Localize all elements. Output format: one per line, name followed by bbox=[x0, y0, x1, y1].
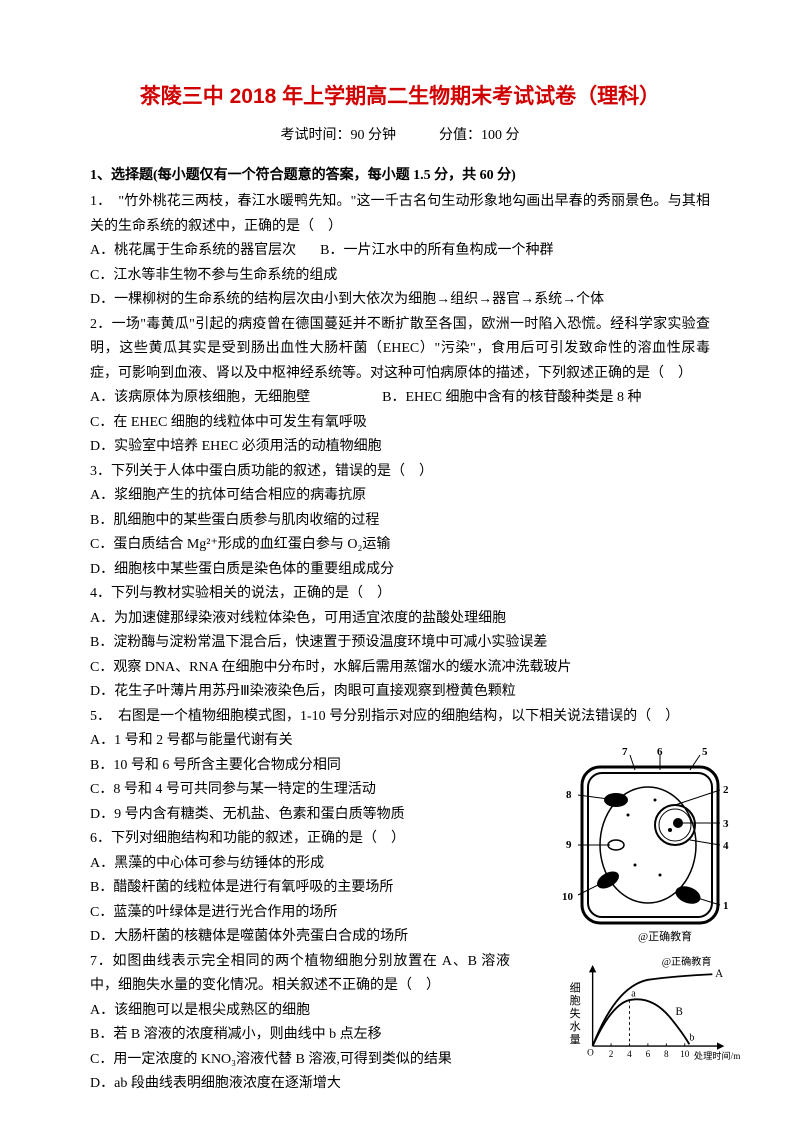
q7-opt-b: B．若 B 溶液的浓度稍减小，则曲线中 b 点左移 bbox=[90, 1023, 510, 1048]
q7-opt-c: C．用一定浓度的 KNO₃溶液代替 B 溶液,可得到类似的结果 bbox=[90, 1048, 510, 1073]
q7-block: 7．如图曲线表示完全相同的两个植物细胞分别放置在 A、B 溶液中，细胞失水量的变… bbox=[90, 950, 710, 1097]
q5-opt-b: B．10 号和 6 号所含主要化合物成分相同 bbox=[90, 754, 490, 779]
exam-title: 茶陵三中 2018 年上学期高二生物期末考试试卷（理科） bbox=[90, 80, 710, 110]
cell-label-10: 10 bbox=[562, 891, 574, 903]
watermark-1: @正确教育 bbox=[638, 929, 692, 943]
q3-opt-a: A．浆细胞产生的抗体可结合相应的病毒抗原 bbox=[90, 484, 710, 509]
q2-options-row1: A．该病原体为原核细胞，无细胞壁 B．EHEC 细胞中含有的核苷酸种类是 8 种 bbox=[90, 386, 710, 411]
q4-opt-c: C．观察 DNA、RNA 在细胞中分布时，水解后需用蒸馏水的缓水流冲洗载玻片 bbox=[90, 656, 710, 681]
q5-opt-a: A．1 号和 2 号都与能量代谢有关 bbox=[90, 729, 490, 754]
question-5: 5． 右图是一个植物细胞模式图，1-10 号分别指示对应的细胞结构，以下相关说法… bbox=[90, 705, 710, 730]
section-header: 1、选择题(每小题仅有一个符合题意的答案，每小题 1.5 分，共 60 分) bbox=[90, 164, 710, 184]
q2-opt-c: C．在 EHEC 细胞的线粒体中可发生有氧呼吸 bbox=[90, 411, 710, 436]
q2-opt-b: B．EHEC 细胞中含有的核苷酸种类是 8 种 bbox=[382, 386, 641, 411]
question-6: 6．下列对细胞结构和功能的叙述，正确的是（ ） bbox=[90, 827, 490, 852]
cell-label-4: 4 bbox=[723, 840, 729, 852]
cell-label-3: 3 bbox=[723, 818, 729, 830]
q6-opt-a: A．黑藻的中心体可参与纺锤体的形成 bbox=[90, 852, 490, 877]
cell-label-9: 9 bbox=[566, 839, 572, 851]
q5-opt-d: D．9 号内含有糖类、无机盐、色素和蛋白质等物质 bbox=[90, 803, 490, 828]
q4-opt-a: A．为加速健那绿染液对线粒体染色，可用适宜浓度的盐酸处理细胞 bbox=[90, 607, 710, 632]
watermark-2: @正确教育 bbox=[662, 955, 712, 968]
xtick-6: 6 bbox=[646, 1049, 651, 1059]
xtick-4: 4 bbox=[627, 1049, 632, 1059]
question-1: 1． "竹外桃花三两枝，春江水暖鸭先知。"这一千古名句生动形象地勾画出早春的秀丽… bbox=[90, 190, 710, 239]
q7-opt-a: A．该细胞可以是根尖成熟区的细胞 bbox=[90, 999, 510, 1024]
q2-opt-a: A．该病原体为原核细胞，无细胞壁 bbox=[90, 386, 310, 411]
chart-ylabel: 细胞失水量 bbox=[568, 981, 581, 1046]
xtick-2: 2 bbox=[609, 1049, 614, 1059]
point-b: b bbox=[689, 1032, 694, 1043]
q1-opt-b: B．一片江水中的所有鱼构成一个种群 bbox=[320, 239, 553, 264]
q4-opt-b: B．淀粉酶与淀粉常温下混合后，快速置于预设温度环境中可减小实验误差 bbox=[90, 631, 710, 656]
q6-opt-c: C．蓝藻的叶绿体是进行光合作用的场所 bbox=[90, 901, 490, 926]
q5-q6-block: 5． 右图是一个植物细胞模式图，1-10 号分别指示对应的细胞结构，以下相关说法… bbox=[90, 705, 710, 950]
cell-label-2: 2 bbox=[723, 784, 729, 796]
question-4: 4．下列与教材实验相关的说法，正确的是（ ） bbox=[90, 582, 710, 607]
curve-B: B bbox=[676, 1005, 683, 1017]
q1-options-row1: A．桃花属于生命系统的器官层次 B．一片江水中的所有鱼构成一个种群 bbox=[90, 239, 710, 264]
q6-opt-b: B．醋酸杆菌的线粒体是进行有氧呼吸的主要场所 bbox=[90, 876, 490, 901]
exam-time: 考试时间：90 分钟 bbox=[281, 128, 397, 143]
cell-label-7: 7 bbox=[622, 746, 628, 758]
plant-cell-diagram: 1 2 3 4 5 6 7 8 9 10 @正确教育 bbox=[560, 745, 740, 945]
q5-opt-c: C．8 号和 4 号可共同参与某一特定的生理活动 bbox=[90, 778, 490, 803]
cell-label-6: 6 bbox=[657, 746, 663, 758]
q2-opt-d: D．实验室中培养 EHEC 必须用活的动植物细胞 bbox=[90, 435, 710, 460]
cell-label-5: 5 bbox=[702, 746, 708, 758]
q4-opt-d: D．花生子叶薄片用苏丹Ⅲ染液染色后，肉眼可直接观察到橙黄色颗粒 bbox=[90, 680, 710, 705]
xtick-10: 10 bbox=[680, 1049, 690, 1059]
q3-opt-d: D．细胞核中某些蛋白质是染色体的重要组成成分 bbox=[90, 558, 710, 583]
water-loss-chart: @正确教育 细胞失水量 2 4 6 8 10 处理时间/min O bbox=[565, 954, 740, 1065]
chart-origin: O bbox=[587, 1047, 594, 1057]
q1-opt-a: A．桃花属于生命系统的器官层次 bbox=[90, 239, 296, 264]
cell-label-8: 8 bbox=[566, 789, 572, 801]
q6-opt-d: D．大肠杆菌的核糖体是噬菌体外壳蛋白合成的场所 bbox=[90, 925, 490, 950]
q7-opt-d: D．ab 段曲线表明细胞液浓度在逐渐增大 bbox=[90, 1072, 510, 1097]
question-7: 7．如图曲线表示完全相同的两个植物细胞分别放置在 A、B 溶液中，细胞失水量的变… bbox=[90, 950, 510, 999]
question-3: 3．下列关于人体中蛋白质功能的叙述，错误的是（ ） bbox=[90, 460, 710, 485]
q3-opt-c: C．蛋白质结合 Mg²⁺形成的血红蛋白参与 O₂运输 bbox=[90, 533, 710, 558]
cell-label-1: 1 bbox=[723, 900, 729, 912]
q1-opt-d: D．一棵柳树的生命系统的结构层次由小到大依次为细胞→组织→器官→系统→个体 bbox=[90, 288, 710, 313]
exam-score: 分值：100 分 bbox=[439, 128, 520, 143]
q3-opt-b: B．肌细胞中的某些蛋白质参与肌肉收缩的过程 bbox=[90, 509, 710, 534]
xtick-8: 8 bbox=[664, 1049, 669, 1059]
question-2: 2．一场"毒黄瓜"引起的病疫曾在德国蔓延并不断扩散至各国，欧洲一时陷入恐慌。经科… bbox=[90, 313, 710, 387]
chart-xlabel: 处理时间/min bbox=[694, 1049, 740, 1060]
point-a: a bbox=[631, 988, 636, 999]
curve-A: A bbox=[715, 968, 723, 980]
q1-opt-c: C．江水等非生物不参与生命系统的组成 bbox=[90, 264, 710, 289]
exam-page: 茶陵三中 2018 年上学期高二生物期末考试试卷（理科） 考试时间：90 分钟 … bbox=[0, 0, 800, 1137]
exam-subtitle: 考试时间：90 分钟 分值：100 分 bbox=[90, 124, 710, 144]
